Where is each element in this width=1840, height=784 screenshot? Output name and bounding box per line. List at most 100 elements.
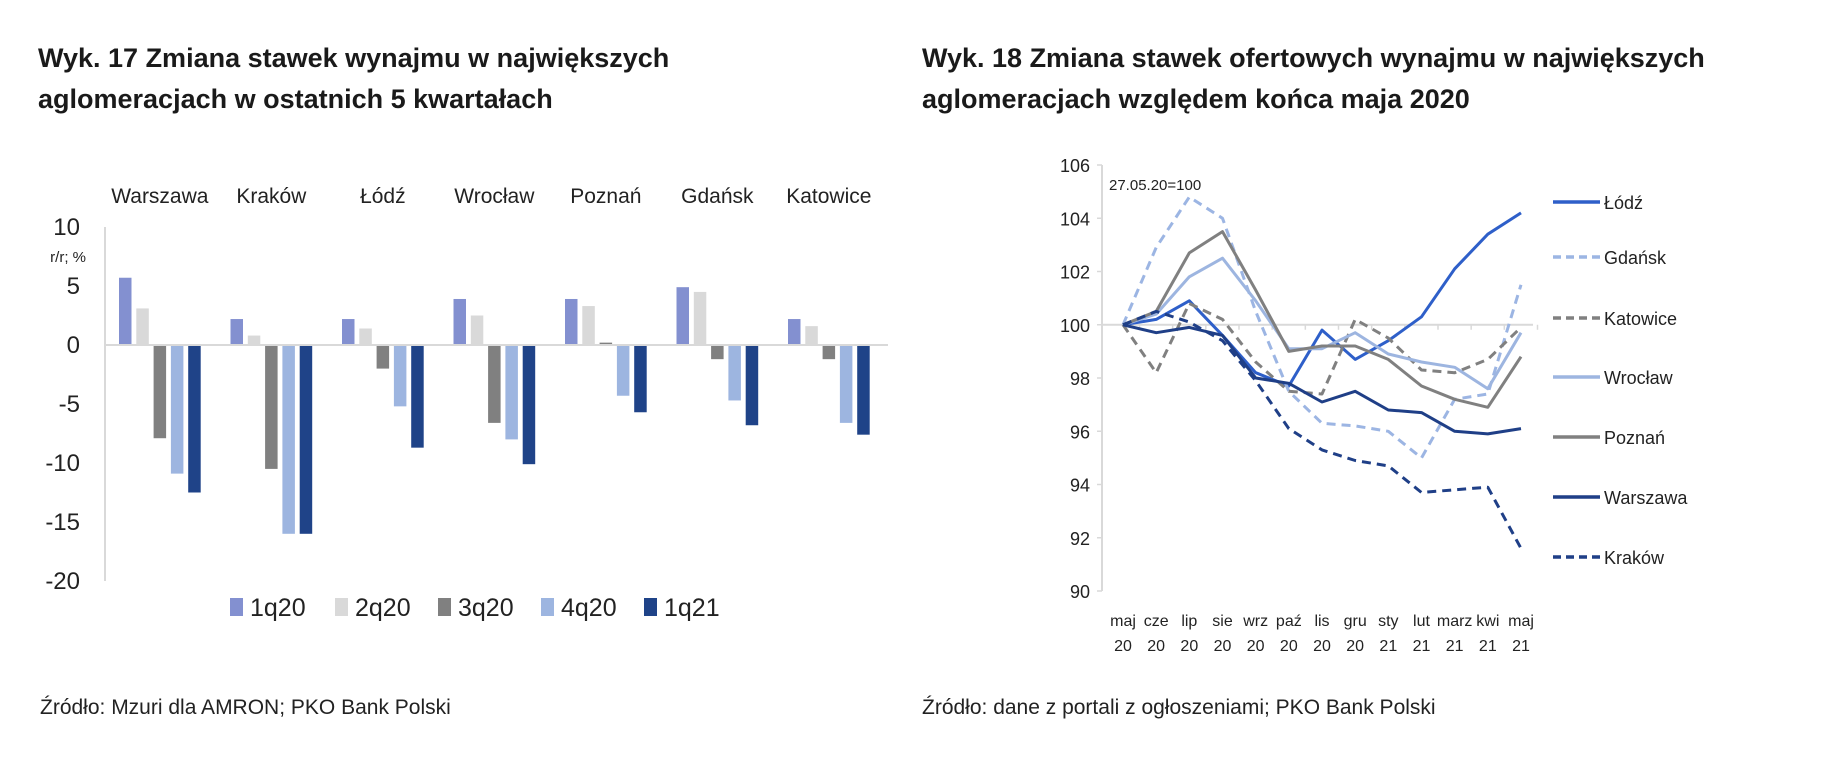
legend-label: 1q20 [250,594,306,622]
x-tick-label-year: 21 [1512,638,1530,655]
bar-1q21-Łódź [411,345,424,448]
right-title-line-2: aglomeracjach względem końca maja 2020 [922,84,1470,114]
line-Wrocław [1122,256,1523,391]
bar-4q20-Kraków [282,345,295,534]
x-tick-label: lip [1181,613,1197,630]
legend-label: Łódź [1604,193,1643,213]
legend-label: 1q21 [664,594,720,622]
y-tick-label: 0 [67,332,80,359]
y-tick-label: -20 [45,568,80,595]
y-axis-label: r/r; % [50,249,86,266]
legend-label: 4q20 [561,594,617,622]
category-label: Wrocław [454,185,535,208]
right-chart-title: Wyk. 18 Zmiana stawek ofertowych wynajmu… [922,38,1705,120]
x-tick-label: maj [1508,613,1534,630]
x-tick-label-year: 20 [1147,638,1165,655]
x-tick-label: cze [1144,613,1169,630]
bar-1q20-Gdańsk [676,287,689,345]
x-tick-label-year: 20 [1180,638,1198,655]
legend-swatch-1q20 [230,598,243,616]
bar-1q21-Warszawa [188,345,201,493]
bar-4q20-Warszawa [170,345,184,474]
left-chart-title: Wyk. 17 Zmiana stawek wynajmu w najwięks… [38,38,669,120]
line-Poznań [1122,230,1523,409]
x-tick-label-year: 20 [1280,638,1298,655]
left-chart-source: Źródło: Mzuri dla AMRON; PKO Bank Polski [40,696,451,719]
bar-2q20-Katowice [805,326,818,345]
bar-4q20-Katowice [839,345,853,423]
legend-swatch-1q21 [644,598,657,616]
y-tick-label: 100 [1060,316,1090,336]
line-Kraków [1122,309,1523,550]
y-tick-label: -15 [45,509,80,536]
legend-swatch-4q20 [541,598,554,616]
bar-4q20-Poznań [616,345,630,396]
category-label: Katowice [786,185,871,208]
bar-1q21-Gdańsk [745,345,759,426]
y-tick-label: -5 [59,391,80,418]
y-tick-label: 96 [1070,422,1090,442]
x-tick-label: sie [1212,613,1233,630]
bar-3q20-Gdańsk [711,345,724,360]
bar-2q20-Poznań [582,306,595,345]
legend-label: Kraków [1604,548,1665,568]
y-tick-label: 104 [1060,209,1090,229]
y-tick-label: -10 [45,450,80,477]
bar-1q20-Łódź [342,319,355,345]
legend-swatch-2q20 [335,598,348,616]
left-title-line-2: aglomeracjach w ostatnich 5 kwartałach [38,84,553,114]
legend-swatch-3q20 [438,598,451,616]
line-Łódź [1122,211,1522,388]
y-tick-label: 106 [1060,156,1090,176]
line-Warszawa [1122,323,1522,436]
x-tick-label-year: 20 [1247,638,1265,655]
line-Katowice [1121,302,1523,396]
bar-4q20-Gdańsk [728,345,741,401]
base-annotation: 27.05.20=100 [1109,177,1201,194]
y-tick-label: 98 [1070,369,1090,389]
x-tick-label-year: 20 [1313,638,1331,655]
bar-2q20-Warszawa [136,308,149,345]
legend-label: Poznań [1604,428,1665,448]
category-label: Kraków [236,185,307,208]
x-tick-label: paź [1276,613,1302,630]
bar-4q20-Łódź [393,345,407,407]
bar-2q20-Gdańsk [693,291,707,345]
bar-2q20-Kraków [247,335,261,345]
x-tick-label: lis [1314,613,1329,630]
x-tick-label: maj [1110,613,1136,630]
bar-1q20-Kraków [230,319,243,345]
x-tick-label-year: 21 [1379,638,1397,655]
x-tick-label-year: 20 [1214,638,1232,655]
category-label: Łódź [360,185,406,208]
left-title-line-1: Wyk. 17 Zmiana stawek wynajmu w najwięks… [38,43,670,73]
bar-3q20-Poznań [599,342,613,345]
category-label: Poznań [570,185,641,208]
x-tick-label: gru [1344,613,1367,630]
bar-1q20-Poznań [565,298,578,345]
x-tick-label: wrz [1242,613,1268,630]
x-tick-label-year: 20 [1346,638,1364,655]
x-tick-label-year: 21 [1479,638,1497,655]
y-tick-label: 92 [1070,529,1090,549]
x-tick-label: kwi [1476,613,1499,630]
bar-2q20-Wrocław [470,315,484,345]
legend-label: Warszawa [1604,488,1688,508]
right-chart-source: Źródło: dane z portali z ogłoszeniami; P… [922,696,1436,719]
category-label: Warszawa [111,185,209,208]
bar-3q20-Kraków [265,345,278,469]
bar-1q21-Poznań [634,345,647,413]
legend-label: Katowice [1604,309,1677,329]
x-tick-label: sty [1378,613,1398,630]
bar-3q20-Warszawa [153,345,167,439]
x-tick-label: marz [1437,613,1473,630]
y-tick-label: 90 [1070,582,1090,602]
bar-1q20-Warszawa [119,277,132,345]
bar-3q20-Katowice [822,345,836,360]
y-tick-label: 94 [1070,476,1090,496]
x-tick-label: lut [1413,613,1430,630]
bar-3q20-Wrocław [488,345,501,423]
bar-2q20-Łódź [359,328,372,345]
y-tick-label: 10 [53,214,80,241]
